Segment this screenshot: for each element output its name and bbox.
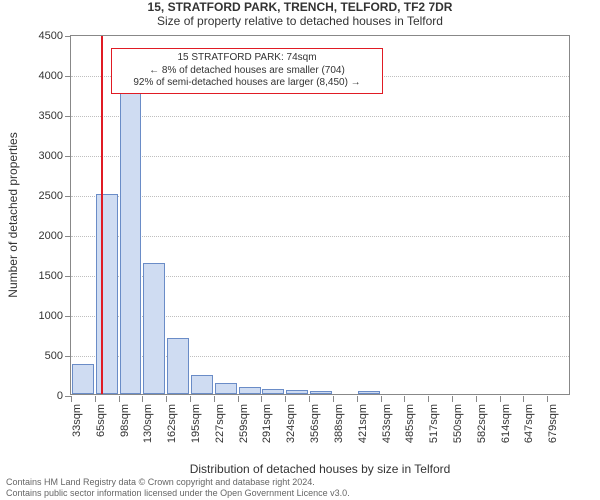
x-tick-label: 388sqm xyxy=(333,404,345,443)
plot-wrap: 05001000150020002500300035004000450033sq… xyxy=(70,35,570,395)
footer-line-1: Contains HM Land Registry data © Crown c… xyxy=(6,477,594,487)
y-tick-label: 500 xyxy=(45,350,63,362)
gridline xyxy=(71,116,569,117)
footer-line-2: Contains public sector information licen… xyxy=(6,488,594,498)
y-tick-label: 2500 xyxy=(39,190,63,202)
y-axis-label: Number of detached properties xyxy=(6,132,20,297)
x-tick-label: 98sqm xyxy=(119,404,131,437)
x-tick-label: 65sqm xyxy=(95,404,107,437)
annotation-line: 15 STRATFORD PARK: 74sqm xyxy=(118,52,376,65)
x-tick-label: 195sqm xyxy=(190,404,202,443)
x-tick-label: 679sqm xyxy=(547,404,559,443)
x-tick-label: 162sqm xyxy=(166,404,178,443)
x-tick-label: 33sqm xyxy=(71,404,83,437)
histogram-bar xyxy=(72,364,94,394)
histogram-bar xyxy=(191,375,213,394)
histogram-bar xyxy=(239,387,261,393)
chart-subtitle: Size of property relative to detached ho… xyxy=(0,14,600,28)
x-tick-label: 324sqm xyxy=(285,404,297,443)
histogram-bar xyxy=(215,383,237,393)
chart-container: 15, STRATFORD PARK, TRENCH, TELFORD, TF2… xyxy=(0,0,600,500)
y-tick-label: 4000 xyxy=(39,70,63,82)
x-tick-label: 227sqm xyxy=(214,404,226,443)
x-tick-label: 550sqm xyxy=(452,404,464,443)
gridline xyxy=(71,196,569,197)
x-axis-label: Distribution of detached houses by size … xyxy=(70,462,570,476)
annotation-line: ← 8% of detached houses are smaller (704… xyxy=(118,65,376,78)
gridline xyxy=(71,236,569,237)
x-tick-label: 517sqm xyxy=(428,404,440,443)
histogram-bar xyxy=(96,194,118,394)
x-tick-label: 614sqm xyxy=(500,404,512,443)
y-tick-label: 4500 xyxy=(39,30,63,42)
plot-area: 05001000150020002500300035004000450033sq… xyxy=(70,35,570,395)
x-tick-label: 647sqm xyxy=(523,404,535,443)
histogram-bar xyxy=(262,389,284,394)
histogram-bar xyxy=(310,391,332,394)
annotation-line: 92% of semi-detached houses are larger (… xyxy=(118,77,376,90)
histogram-bar xyxy=(167,338,189,394)
x-tick-label: 130sqm xyxy=(142,404,154,443)
property-marker-line xyxy=(101,36,103,394)
footer-attribution: Contains HM Land Registry data © Crown c… xyxy=(6,477,594,498)
annotation-box: 15 STRATFORD PARK: 74sqm← 8% of detached… xyxy=(111,48,383,94)
y-tick-label: 1500 xyxy=(39,270,63,282)
histogram-bar xyxy=(143,263,165,394)
y-tick-label: 0 xyxy=(57,390,63,402)
histogram-bar xyxy=(358,391,380,394)
x-tick-label: 291sqm xyxy=(261,404,273,443)
gridline xyxy=(71,156,569,157)
y-tick-label: 3500 xyxy=(39,110,63,122)
y-tick-label: 1000 xyxy=(39,310,63,322)
x-tick-label: 453sqm xyxy=(381,404,393,443)
x-tick-label: 356sqm xyxy=(309,404,321,443)
x-tick-label: 259sqm xyxy=(238,404,250,443)
x-tick-label: 582sqm xyxy=(476,404,488,443)
y-tick-label: 2000 xyxy=(39,230,63,242)
y-tick-label: 3000 xyxy=(39,150,63,162)
chart-title: 15, STRATFORD PARK, TRENCH, TELFORD, TF2… xyxy=(0,0,600,14)
x-tick-label: 421sqm xyxy=(357,404,369,443)
histogram-bar xyxy=(120,62,142,394)
histogram-bar xyxy=(286,390,308,394)
x-tick-label: 485sqm xyxy=(404,404,416,443)
